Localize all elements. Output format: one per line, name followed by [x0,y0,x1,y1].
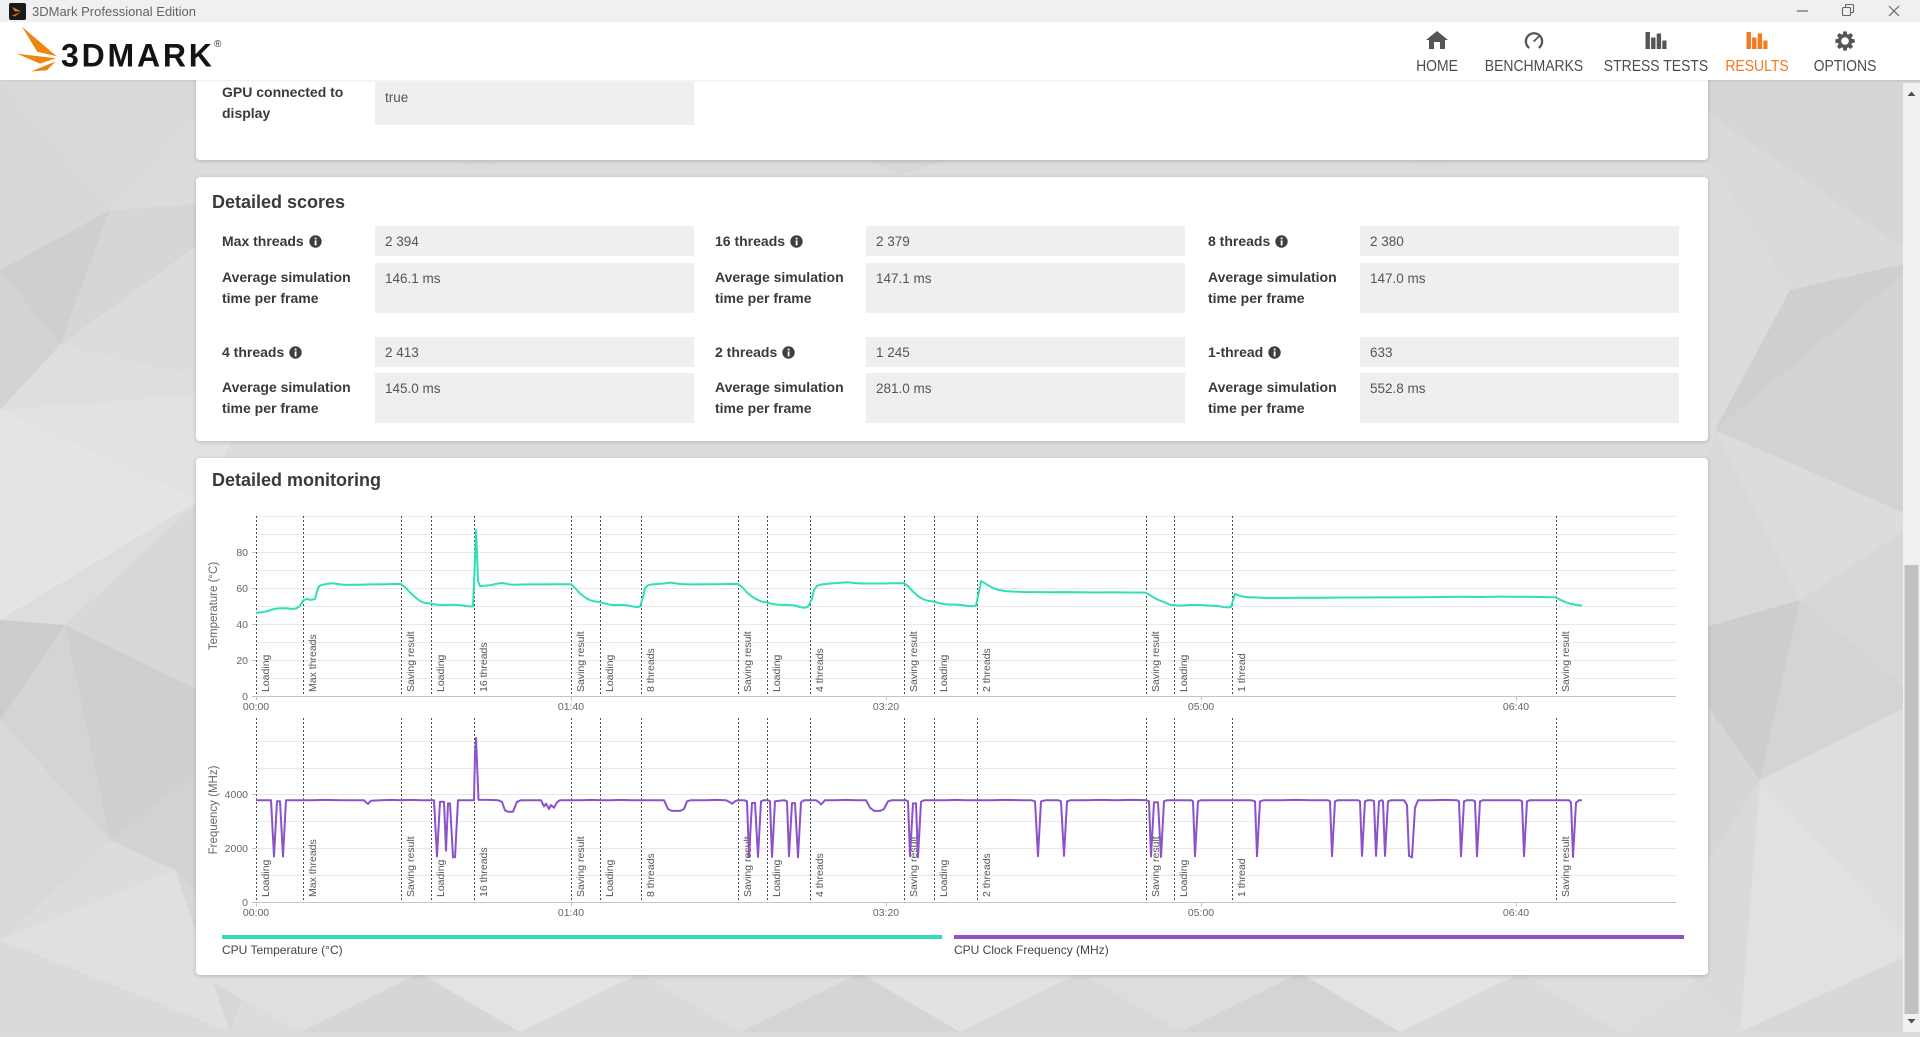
svg-text:Saving result: Saving result [405,836,417,897]
svg-text:0: 0 [242,897,248,909]
svg-text:Saving result: Saving result [575,631,587,692]
svg-text:Temperature (°C): Temperature (°C) [208,562,220,650]
svg-text:1 thread: 1 thread [1236,858,1248,897]
svg-text:Loading: Loading [1178,654,1190,692]
svg-text:8 threads: 8 threads [645,853,657,897]
svg-text:01:40: 01:40 [558,701,584,713]
svg-text:2 threads: 2 threads [981,853,993,897]
svg-text:06:40: 06:40 [1503,701,1529,713]
svg-text:Loading: Loading [604,654,616,692]
svg-text:Saving result: Saving result [1150,631,1162,692]
svg-text:03:20: 03:20 [873,907,899,919]
svg-text:Saving result: Saving result [908,631,920,692]
svg-text:80: 80 [236,547,248,559]
svg-text:Max threads: Max threads [307,634,319,692]
svg-text:Loading: Loading [260,859,272,897]
svg-text:Loading: Loading [771,859,783,897]
svg-text:Saving result: Saving result [575,836,587,897]
svg-text:4 threads: 4 threads [814,648,826,692]
svg-text:20: 20 [236,655,248,667]
svg-text:4000: 4000 [225,789,249,801]
svg-text:Saving result: Saving result [1560,631,1572,692]
svg-text:4 threads: 4 threads [814,853,826,897]
svg-text:Loading: Loading [435,859,447,897]
svg-text:Saving result: Saving result [742,836,754,897]
svg-text:Max threads: Max threads [307,839,319,897]
svg-text:Saving result: Saving result [1560,836,1572,897]
svg-text:06:40: 06:40 [1503,907,1529,919]
svg-text:40: 40 [236,619,248,631]
svg-text:CPU Clock Frequency (MHz): CPU Clock Frequency (MHz) [954,943,1109,957]
svg-text:16 threads: 16 threads [478,642,490,692]
svg-text:Saving result: Saving result [405,631,417,692]
svg-text:01:40: 01:40 [558,907,584,919]
svg-text:Loading: Loading [1178,859,1190,897]
svg-text:Saving result: Saving result [742,631,754,692]
svg-text:Frequency (MHz): Frequency (MHz) [208,765,220,854]
svg-text:Loading: Loading [435,654,447,692]
svg-text:60: 60 [236,583,248,595]
svg-text:0: 0 [242,691,248,703]
svg-text:05:00: 05:00 [1188,907,1214,919]
svg-text:Loading: Loading [260,654,272,692]
svg-text:CPU Temperature (°C): CPU Temperature (°C) [222,943,343,957]
svg-text:00:00: 00:00 [243,701,269,713]
svg-text:03:20: 03:20 [873,701,899,713]
svg-text:2000: 2000 [225,843,249,855]
svg-text:®: ® [214,39,222,50]
svg-text:8 threads: 8 threads [645,648,657,692]
svg-text:Loading: Loading [604,859,616,897]
svg-text:Loading: Loading [938,654,950,692]
svg-text:Loading: Loading [938,859,950,897]
svg-text:Loading: Loading [771,654,783,692]
svg-text:1 thread: 1 thread [1236,653,1248,692]
svg-text:2 threads: 2 threads [981,648,993,692]
svg-text:Saving result: Saving result [1150,836,1162,897]
svg-text:00:00: 00:00 [243,907,269,919]
svg-text:05:00: 05:00 [1188,701,1214,713]
svg-text:3DMARK: 3DMARK [61,38,215,74]
svg-text:16 threads: 16 threads [478,847,490,897]
